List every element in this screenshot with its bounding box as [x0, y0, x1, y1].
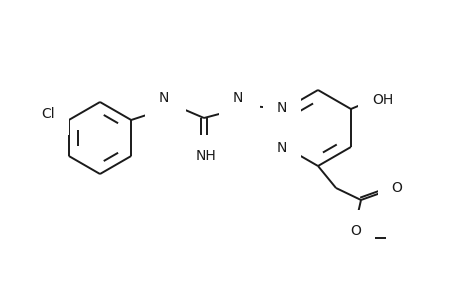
Text: N: N: [232, 91, 243, 105]
Text: H: H: [238, 92, 247, 104]
Text: OH: OH: [371, 93, 392, 107]
Text: NH: NH: [195, 149, 216, 163]
Text: N: N: [276, 101, 287, 115]
Text: N: N: [276, 141, 287, 155]
Text: N: N: [158, 91, 169, 105]
Text: Cl: Cl: [41, 107, 55, 121]
Text: O: O: [391, 181, 402, 195]
Text: O: O: [350, 224, 361, 238]
Text: H: H: [164, 92, 174, 104]
